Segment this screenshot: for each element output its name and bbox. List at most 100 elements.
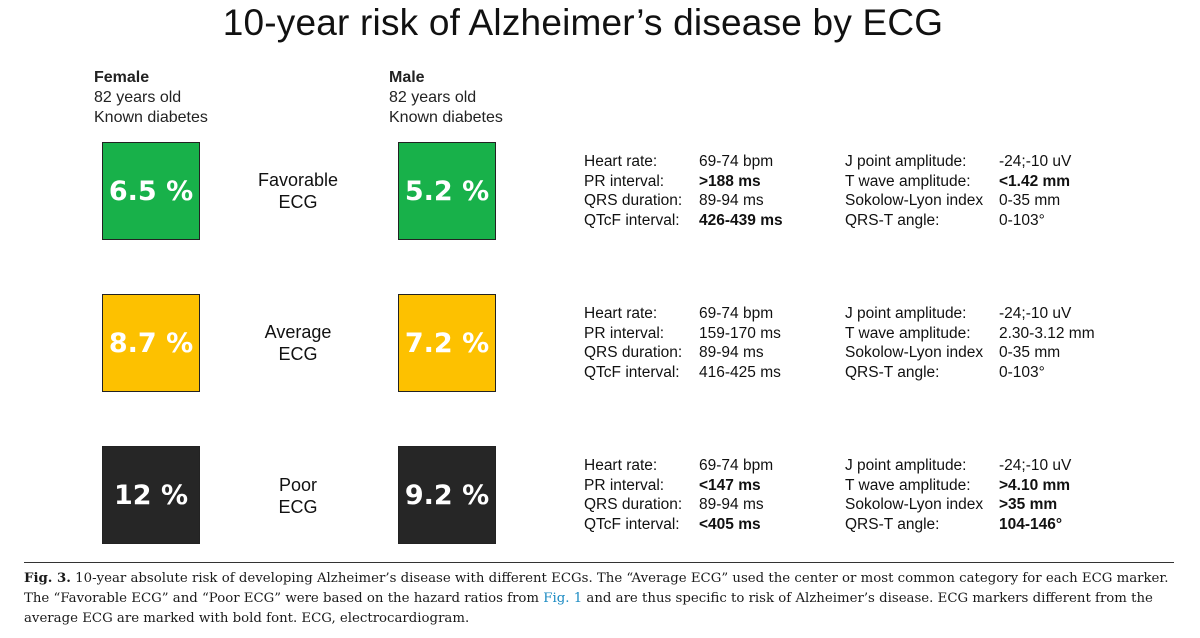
marker-row: QTcF interval: 426-439 ms	[584, 211, 834, 231]
female-sex-label: Female	[94, 69, 150, 86]
row-label-line2: ECG	[278, 497, 318, 517]
average-markers-right: J point amplitude: -24;-10 uV T wave ampl…	[845, 304, 1145, 382]
marker-value: 2.30-3.12 mm	[999, 324, 1095, 342]
marker-value: 69-74 bpm	[699, 457, 774, 474]
marker-value: 0-103°	[999, 363, 1045, 381]
marker-name: T wave amplitude:	[845, 476, 971, 494]
marker-name: PR interval:	[584, 172, 665, 190]
marker-value: -24;-10 uV	[999, 457, 1072, 474]
marker-name: QRS-T angle:	[845, 515, 940, 533]
marker-row: PR interval: 159-170 ms	[584, 324, 834, 344]
marker-value: <147 ms	[699, 476, 761, 494]
female-poor-risk-box: 12 %	[102, 446, 200, 544]
marker-row: Sokolow-Lyon index 0-35 mm	[845, 343, 1145, 363]
marker-value: 89-94 ms	[699, 344, 764, 361]
marker-row: T wave amplitude: 2.30-3.12 mm	[845, 324, 1145, 344]
marker-row: Heart rate: 69-74 bpm	[584, 152, 834, 172]
marker-row: J point amplitude: -24;-10 uV	[845, 152, 1145, 172]
marker-row: J point amplitude: -24;-10 uV	[845, 456, 1145, 476]
marker-name: J point amplitude:	[845, 305, 967, 322]
figure-title: 10-year risk of Alzheimer’s disease by E…	[222, 2, 944, 43]
marker-row: T wave amplitude: <1.42 mm	[845, 172, 1145, 192]
row-label-line1: Favorable	[257, 170, 339, 190]
marker-value: 0-35 mm	[999, 344, 1061, 361]
marker-name: Sokolow-Lyon index	[845, 496, 984, 513]
average-markers-left: Heart rate: 69-74 bpm PR interval: 159-170…	[584, 304, 834, 382]
caption-figure-link[interactable]: Fig. 1	[543, 591, 583, 606]
marker-value: 89-94 ms	[699, 496, 764, 513]
poor-markers-right: J point amplitude: -24;-10 uV T wave ampl…	[845, 456, 1145, 534]
marker-value: 159-170 ms	[699, 324, 781, 342]
poor-markers-left: Heart rate: 69-74 bpm PR interval: <147 ms…	[584, 456, 834, 534]
marker-value: -24;-10 uV	[999, 305, 1072, 322]
marker-value: 416-425 ms	[699, 363, 781, 381]
marker-name: QRS duration:	[584, 496, 683, 513]
marker-value: 0-103°	[999, 211, 1045, 229]
marker-value: 0-35 mm	[999, 192, 1061, 209]
marker-row: PR interval: >188 ms	[584, 172, 834, 192]
female-favorable-risk-box: 6.5 %	[102, 142, 200, 240]
row-label-line1: Average	[264, 322, 332, 342]
caption-figure-label: Fig. 3.	[24, 571, 71, 586]
marker-name: Heart rate:	[584, 153, 658, 170]
male-poor-risk-box: 9.2 %	[398, 446, 496, 544]
marker-name: J point amplitude:	[845, 153, 967, 170]
marker-value: 69-74 bpm	[699, 153, 774, 170]
marker-value: >4.10 mm	[999, 476, 1071, 494]
marker-value: >188 ms	[699, 172, 761, 190]
marker-row: Heart rate: 69-74 bpm	[584, 304, 834, 324]
marker-name: Sokolow-Lyon index	[845, 344, 984, 361]
marker-name: T wave amplitude:	[845, 172, 971, 190]
row-label-line1: Poor	[278, 475, 318, 495]
marker-row: QRS duration: 89-94 ms	[584, 343, 834, 363]
marker-name: QRS-T angle:	[845, 211, 940, 229]
male-favorable-risk-box: 5.2 %	[398, 142, 496, 240]
marker-name: QRS duration:	[584, 192, 683, 209]
marker-name: QRS-T angle:	[845, 363, 940, 381]
poor-ecg-label: Poor ECG	[238, 474, 358, 518]
marker-name: QTcF interval:	[584, 363, 680, 381]
marker-value: 104-146°	[999, 515, 1063, 533]
favorable-markers-left: Heart rate: 69-74 bpm PR interval: >188 ms…	[584, 152, 834, 230]
marker-name: QRS duration:	[584, 344, 683, 361]
marker-row: Heart rate: 69-74 bpm	[584, 456, 834, 476]
marker-row: QRS-T angle: 0-103°	[845, 363, 1145, 383]
marker-row: QRS-T angle: 0-103°	[845, 211, 1145, 231]
marker-name: J point amplitude:	[845, 457, 967, 474]
figure-caption: Fig. 3. 10-year absolute risk of develop…	[24, 562, 1174, 629]
marker-row: QRS-T angle: 104-146°	[845, 515, 1145, 535]
marker-value: 426-439 ms	[699, 211, 783, 229]
row-label-line2: ECG	[278, 192, 318, 212]
marker-name: T wave amplitude:	[845, 324, 971, 342]
caption-text-after-link: and are thus specific to risk of Alzheim…	[24, 591, 1153, 626]
female-condition-label: Known diabetes	[94, 109, 208, 126]
male-condition-label: Known diabetes	[389, 109, 503, 126]
female-average-risk-box: 8.7 %	[102, 294, 200, 392]
marker-row: QRS duration: 89-94 ms	[584, 191, 834, 211]
caption-text-before-link: 10-year absolute risk of developing Alzh…	[24, 571, 1169, 606]
marker-value: >35 mm	[999, 496, 1058, 513]
marker-value: -24;-10 uV	[999, 153, 1072, 170]
marker-row: J point amplitude: -24;-10 uV	[845, 304, 1145, 324]
marker-row: QTcF interval: <405 ms	[584, 515, 834, 535]
favorable-markers-right: J point amplitude: -24;-10 uV T wave ampl…	[845, 152, 1145, 230]
marker-value: <1.42 mm	[999, 172, 1071, 190]
marker-value: <405 ms	[699, 515, 761, 533]
marker-name: Sokolow-Lyon index	[845, 192, 984, 209]
marker-name: PR interval:	[584, 324, 665, 342]
marker-name: QTcF interval:	[584, 515, 680, 533]
marker-row: QTcF interval: 416-425 ms	[584, 363, 834, 383]
male-sex-label: Male	[389, 69, 425, 86]
male-average-risk-box: 7.2 %	[398, 294, 496, 392]
favorable-ecg-label: Favorable ECG	[238, 169, 358, 213]
marker-row: PR interval: <147 ms	[584, 476, 834, 496]
row-label-line2: ECG	[278, 344, 318, 364]
female-column-header: Female 82 years old Known diabetes	[94, 68, 208, 128]
marker-row: T wave amplitude: >4.10 mm	[845, 476, 1145, 496]
marker-name: Heart rate:	[584, 305, 658, 322]
male-age-label: 82 years old	[389, 89, 477, 106]
marker-value: 69-74 bpm	[699, 305, 774, 322]
marker-name: Heart rate:	[584, 457, 658, 474]
marker-row: Sokolow-Lyon index >35 mm	[845, 495, 1145, 515]
male-column-header: Male 82 years old Known diabetes	[389, 68, 503, 128]
